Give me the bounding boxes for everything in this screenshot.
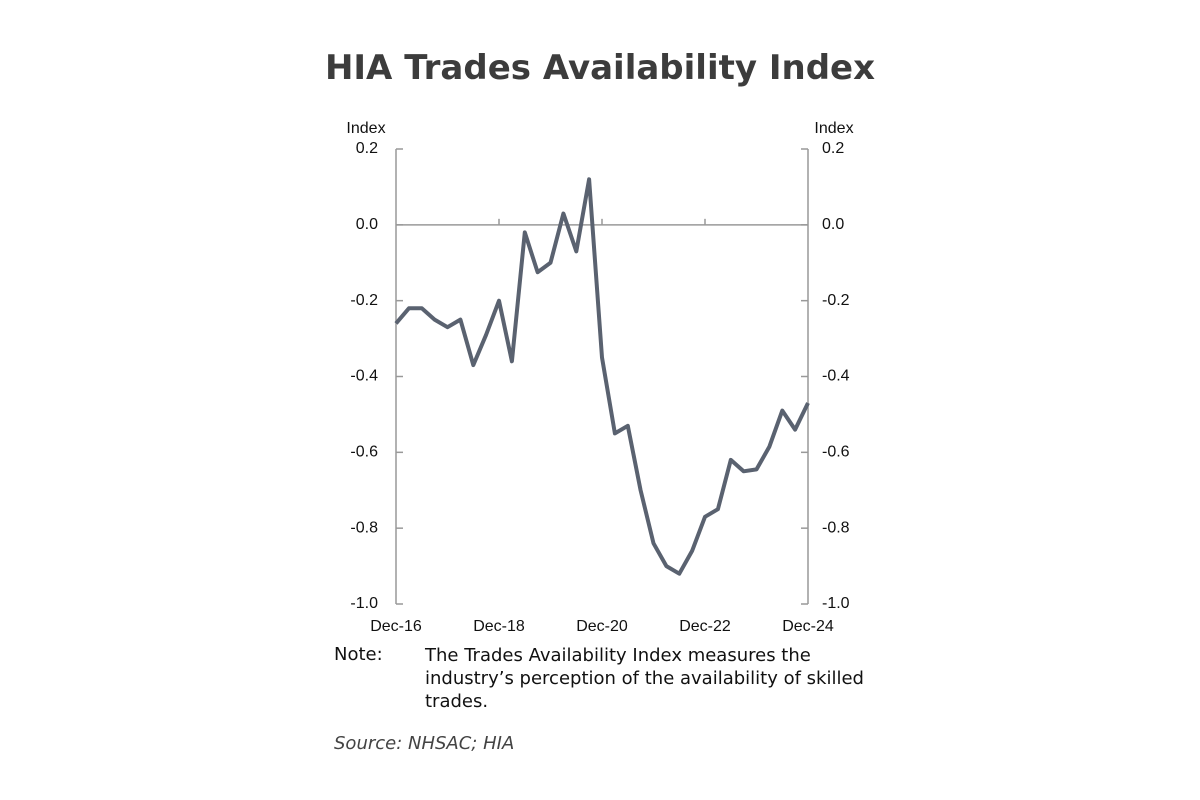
y2-tick-label: 0.2: [822, 140, 844, 157]
y-tick-label: 0.0: [356, 216, 378, 233]
chart-title: HIA Trades Availability Index: [324, 48, 876, 88]
y-axis-label: Index: [346, 120, 385, 137]
y2-tick-label: -0.4: [822, 368, 850, 385]
note-label: Note:: [334, 644, 383, 665]
y2-tick-label: -1.0: [822, 595, 850, 612]
y-tick-label: -0.4: [350, 368, 378, 385]
x-tick-label: Dec-20: [576, 618, 628, 635]
y2-tick-label: 0.0: [822, 216, 844, 233]
y-tick-label: -0.6: [350, 444, 378, 461]
x-tick-label: Dec-18: [473, 618, 525, 635]
y2-tick-label: -0.6: [822, 444, 850, 461]
x-tick-label: Dec-16: [370, 618, 422, 635]
y-tick-label: -0.2: [350, 292, 378, 309]
chart: Index Index 0.2 0.0 -0.2 -0.4 -0.6 -0.8 -1.0 0.…: [346, 120, 853, 635]
y-tick-label: 0.2: [356, 140, 378, 157]
y-tick-label: -1.0: [350, 595, 378, 612]
data-line: [394, 177, 810, 576]
note-text: The Trades Availability Index measures t…: [425, 645, 864, 712]
y2-tick-label: -0.8: [822, 519, 850, 536]
y2-axis-label: Index: [814, 120, 853, 137]
source: Source: NHSAC; HIA: [334, 733, 515, 754]
y-tick-label: -0.8: [350, 519, 378, 536]
x-tick-label: Dec-22: [679, 618, 731, 635]
y2-tick-label: -0.2: [822, 292, 850, 309]
x-tick-label: Dec-24: [782, 618, 834, 635]
